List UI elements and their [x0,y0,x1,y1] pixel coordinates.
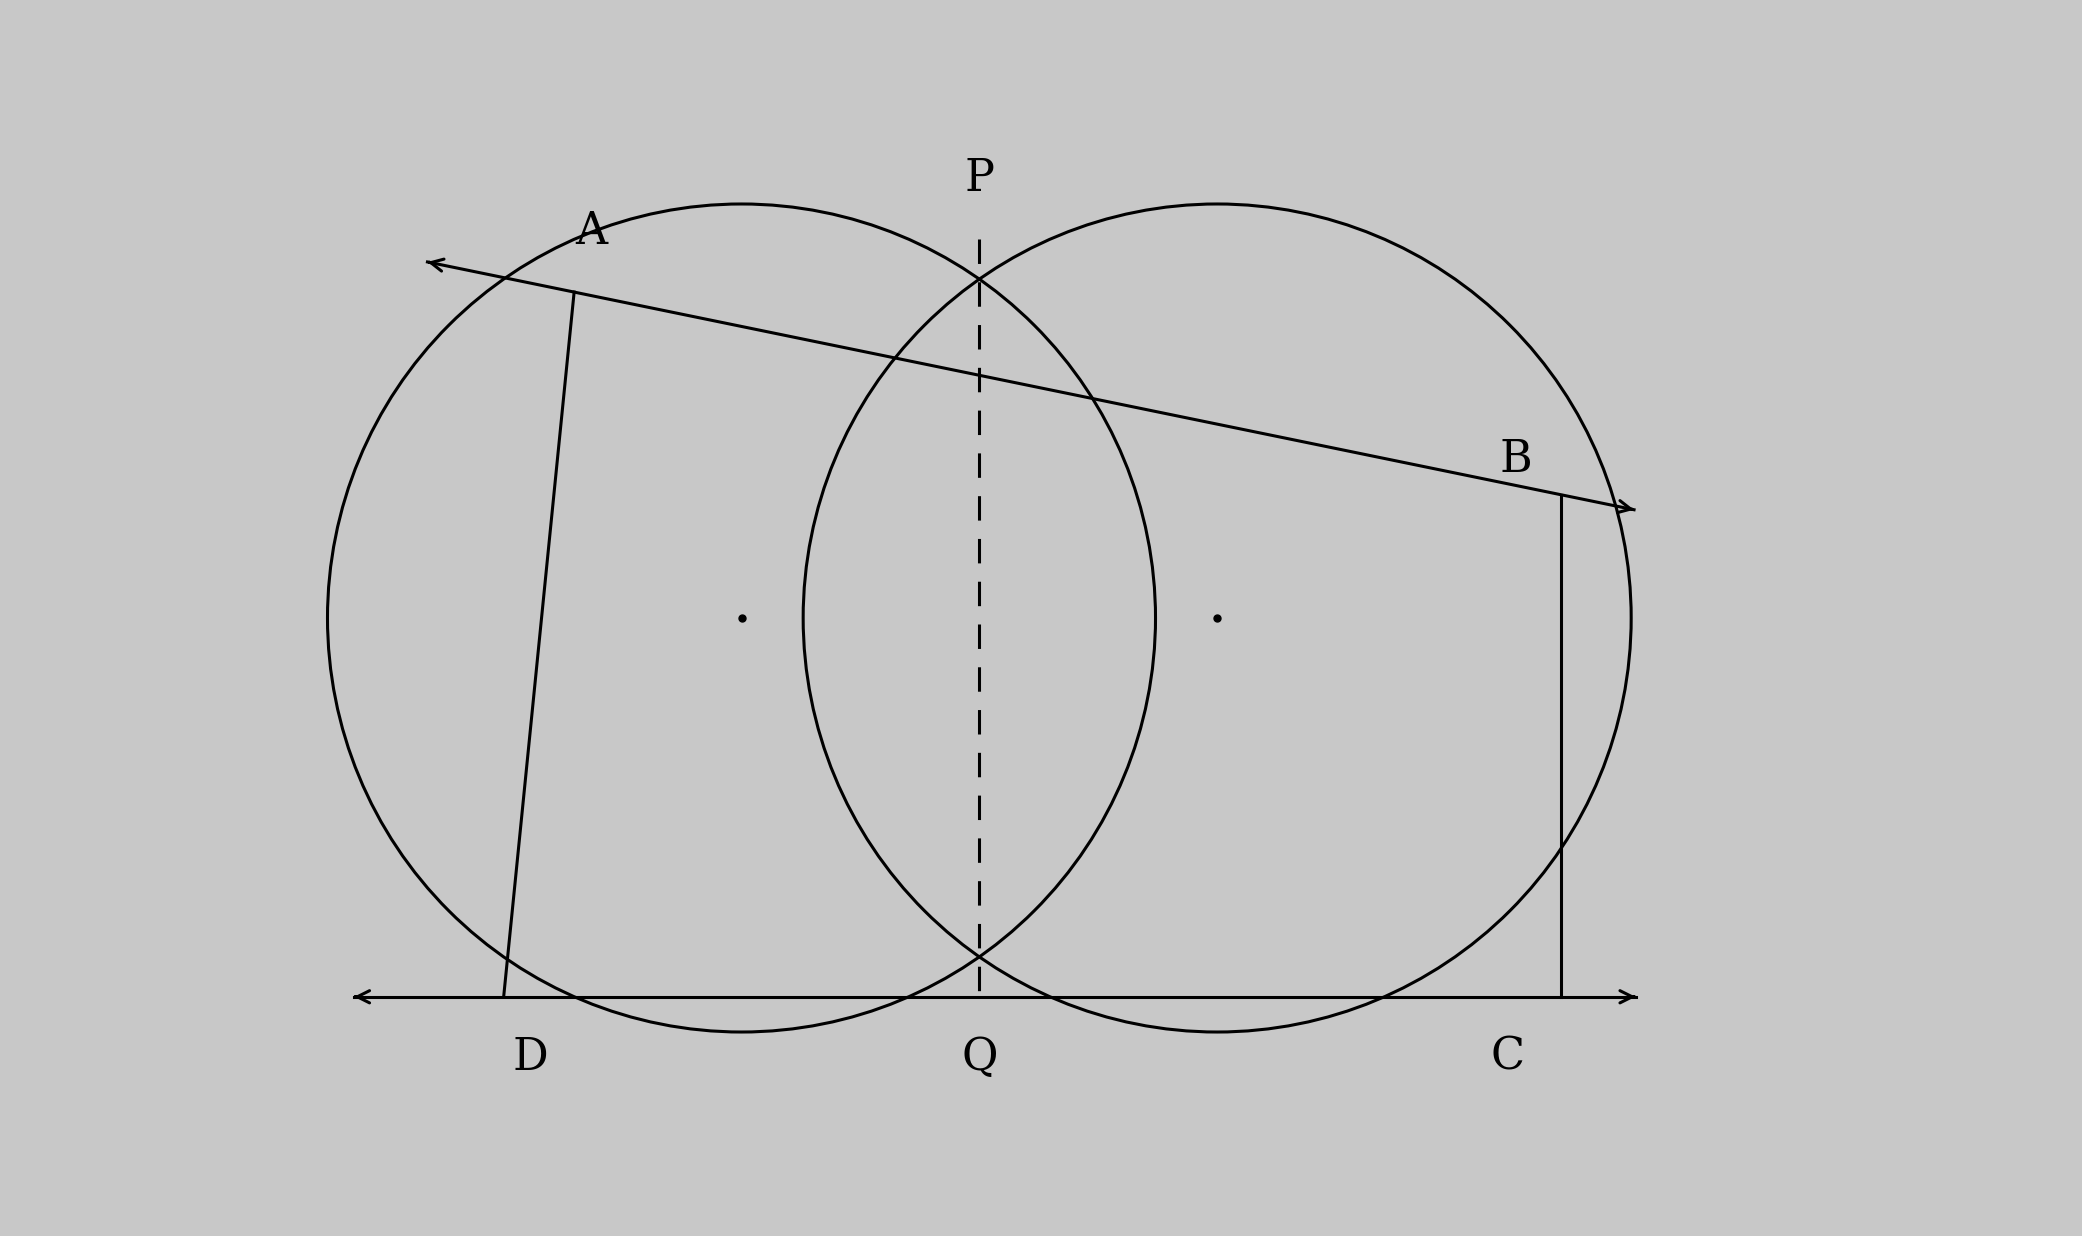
Text: C: C [1491,1036,1524,1079]
Text: D: D [512,1036,548,1079]
Text: Q: Q [962,1036,997,1079]
Text: B: B [1499,438,1532,481]
Text: A: A [577,210,608,253]
Text: P: P [964,157,995,200]
